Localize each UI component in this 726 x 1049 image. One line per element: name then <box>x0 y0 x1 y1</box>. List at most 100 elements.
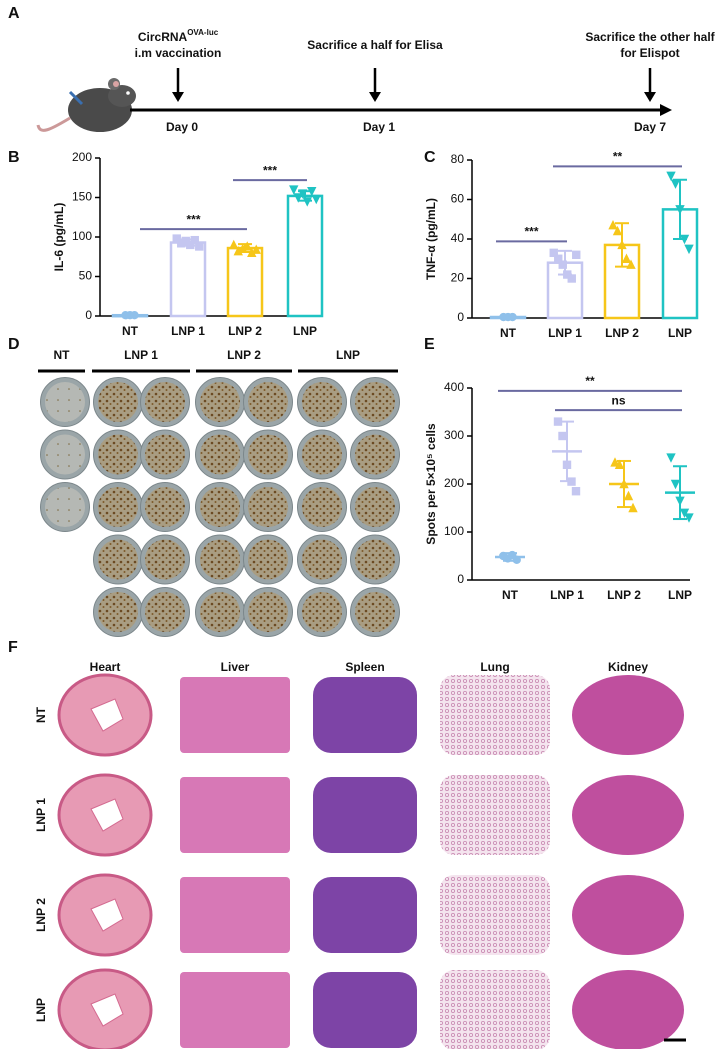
data-point <box>670 179 681 189</box>
data-point <box>666 171 676 181</box>
plate-well-inner <box>355 539 395 580</box>
tissue-lumen <box>90 993 124 1027</box>
mouse-icon <box>36 78 136 132</box>
y-tick-label: 0 <box>457 572 464 586</box>
tissue <box>572 775 684 855</box>
plate-well-inner <box>98 539 138 580</box>
data-point <box>512 555 521 565</box>
plate-well-inner <box>302 487 342 527</box>
histology-image <box>572 875 684 955</box>
data-point <box>670 479 681 490</box>
x-tick-label: NT <box>122 324 139 338</box>
plate-well-inner <box>355 434 395 475</box>
data-point <box>195 242 204 251</box>
data-point <box>558 431 567 441</box>
y-axis-label: Spots per 5×10⁵ cells <box>424 423 438 545</box>
tissue <box>313 777 417 853</box>
histology-image <box>57 773 153 857</box>
histology-image <box>313 777 417 853</box>
data-point <box>679 234 690 245</box>
histology-image <box>57 673 153 757</box>
group-label: LNP 2 <box>34 898 48 932</box>
plate-well-inner <box>355 382 395 422</box>
day-label: Day 1 <box>363 120 395 134</box>
data-point <box>619 478 629 489</box>
bar <box>286 194 324 318</box>
histology-image <box>57 873 153 957</box>
y-tick-label: 0 <box>457 310 464 324</box>
data-point <box>311 194 321 205</box>
x-tick-label: LNP <box>293 324 317 338</box>
data-point <box>679 508 690 518</box>
data-point <box>190 235 199 245</box>
significance-label: *** <box>186 212 200 226</box>
significance-label: ** <box>613 149 623 163</box>
tissue <box>440 875 550 955</box>
data-point <box>614 459 625 469</box>
significance-label: *** <box>263 163 277 177</box>
y-tick-label: 300 <box>444 428 464 442</box>
tissue <box>313 972 417 1048</box>
plate-well-inner <box>145 539 185 580</box>
plate-well-inner <box>355 592 395 632</box>
x-tick-label: LNP 2 <box>605 326 639 340</box>
histology-image <box>440 775 550 855</box>
data-point <box>554 254 563 263</box>
histology-image <box>180 877 290 953</box>
y-tick-label: 200 <box>72 150 92 164</box>
plate-well-inner <box>248 382 288 422</box>
plate-well-inner <box>200 434 240 475</box>
data-point <box>684 244 694 255</box>
plate-well-inner <box>45 487 85 527</box>
plate-well-inner <box>302 382 342 422</box>
plate-well-inner <box>145 434 185 475</box>
data-point <box>177 239 186 248</box>
y-tick-label: 40 <box>451 231 465 245</box>
data-point <box>229 239 239 250</box>
data-point <box>233 246 243 256</box>
tissue <box>180 777 290 853</box>
panel-label: F <box>8 639 18 656</box>
data-point <box>549 248 558 258</box>
tissue <box>440 775 550 855</box>
tissue-lumen <box>90 698 124 732</box>
plate-well-inner <box>355 487 395 527</box>
histology-image <box>572 970 684 1049</box>
y-tick-label: 100 <box>444 524 464 538</box>
histology-image <box>440 970 550 1049</box>
step-line: CircRNA <box>138 30 188 44</box>
histology-image <box>180 777 290 853</box>
group-header: LNP 2 <box>227 348 261 362</box>
y-tick-label: 400 <box>444 380 464 394</box>
organ-header: Kidney <box>608 660 648 674</box>
panel-label: C <box>424 149 436 166</box>
plate-well-inner <box>248 592 288 632</box>
step-line: for Elispot <box>620 46 679 60</box>
plate-well-inner <box>200 487 240 527</box>
group-header: LNP 1 <box>124 348 158 362</box>
plate-well-inner <box>98 592 138 632</box>
data-point <box>242 241 252 251</box>
timeline-arrowhead <box>660 104 672 116</box>
data-point <box>626 259 636 269</box>
data-point <box>130 311 139 320</box>
y-tick-label: 150 <box>72 190 92 204</box>
x-tick-label: LNP 1 <box>171 324 205 338</box>
plate-well-inner <box>98 487 138 527</box>
group-header: LNP <box>336 348 360 362</box>
data-point <box>172 234 181 243</box>
data-point <box>186 240 195 250</box>
plate-well-inner <box>302 434 342 475</box>
data-point <box>302 197 312 207</box>
group-label: LNP <box>34 998 48 1022</box>
group-label: LNP 1 <box>34 798 48 832</box>
data-point <box>251 244 261 254</box>
histology-image <box>180 677 290 753</box>
y-tick-label: 80 <box>451 152 465 166</box>
tissue <box>180 877 290 953</box>
plate-well-inner <box>45 382 85 422</box>
data-point <box>612 225 623 236</box>
x-tick-label: LNP 2 <box>228 324 262 338</box>
plate-well-inner <box>248 434 288 475</box>
step-text: CircRNAOVA-luc <box>138 28 219 44</box>
